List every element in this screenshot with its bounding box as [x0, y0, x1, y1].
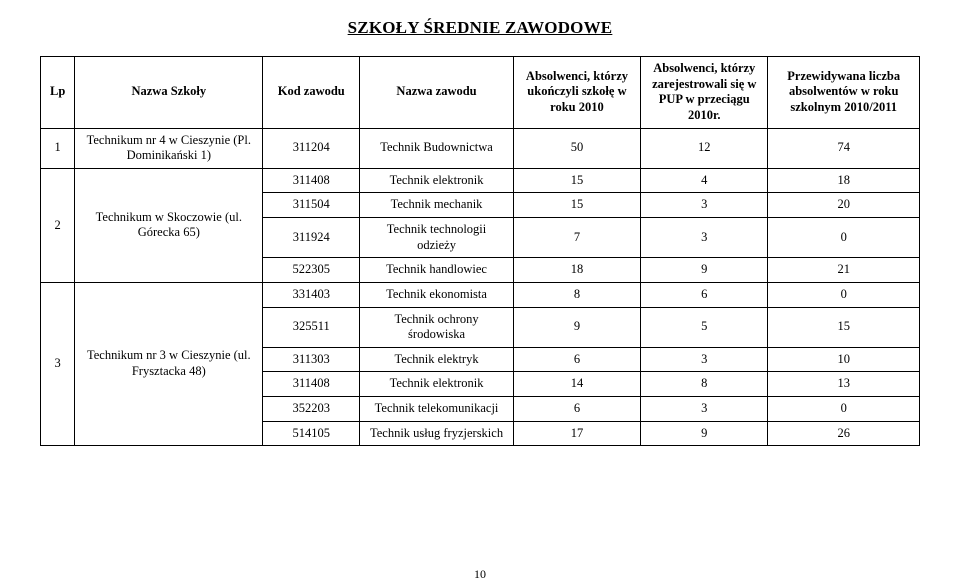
cell-code: 325511: [263, 307, 360, 347]
cell-b: 8: [641, 372, 768, 397]
th-jobname: Nazwa zawodu: [360, 57, 514, 129]
cell-a: 14: [513, 372, 640, 397]
cell-lp: 3: [41, 282, 75, 445]
cell-a: 17: [513, 421, 640, 446]
table-row: 1Technikum nr 4 w Cieszynie (Pl. Dominik…: [41, 128, 920, 168]
cell-jobname: Technik elektronik: [360, 372, 514, 397]
cell-b: 12: [641, 128, 768, 168]
cell-jobname: Technik technologii odzieży: [360, 218, 514, 258]
cell-b: 9: [641, 421, 768, 446]
cell-code: 311924: [263, 218, 360, 258]
cell-jobname: Technik ochrony środowiska: [360, 307, 514, 347]
cell-c: 10: [768, 347, 920, 372]
cell-c: 21: [768, 258, 920, 283]
cell-b: 3: [641, 193, 768, 218]
cell-b: 9: [641, 258, 768, 283]
cell-b: 3: [641, 397, 768, 422]
cell-code: 311408: [263, 168, 360, 193]
cell-c: 15: [768, 307, 920, 347]
cell-school: Technikum nr 4 w Cieszynie (Pl. Dominika…: [75, 128, 263, 168]
table-row: 3Technikum nr 3 w Cieszynie (ul. Fryszta…: [41, 282, 920, 307]
th-colC: Przewidywana liczba absolwentów w roku s…: [768, 57, 920, 129]
cell-c: 26: [768, 421, 920, 446]
cell-c: 0: [768, 218, 920, 258]
cell-a: 9: [513, 307, 640, 347]
cell-code: 514105: [263, 421, 360, 446]
cell-b: 4: [641, 168, 768, 193]
page-title: SZKOŁY ŚREDNIE ZAWODOWE: [40, 18, 920, 38]
cell-jobname: Technik mechanik: [360, 193, 514, 218]
cell-a: 6: [513, 397, 640, 422]
cell-code: 522305: [263, 258, 360, 283]
cell-school: Technikum nr 3 w Cieszynie (ul. Frysztac…: [75, 282, 263, 445]
th-school: Nazwa Szkoły: [75, 57, 263, 129]
cell-jobname: Technik usług fryzjerskich: [360, 421, 514, 446]
cell-b: 5: [641, 307, 768, 347]
th-colA: Absolwenci, którzy ukończyli szkołę w ro…: [513, 57, 640, 129]
cell-c: 74: [768, 128, 920, 168]
cell-code: 331403: [263, 282, 360, 307]
cell-jobname: Technik handlowiec: [360, 258, 514, 283]
cell-school: Technikum w Skoczowie (ul. Górecka 65): [75, 168, 263, 282]
cell-a: 15: [513, 168, 640, 193]
th-code: Kod zawodu: [263, 57, 360, 129]
table-header-row: Lp Nazwa Szkoły Kod zawodu Nazwa zawodu …: [41, 57, 920, 129]
cell-c: 0: [768, 397, 920, 422]
cell-jobname: Technik Budownictwa: [360, 128, 514, 168]
cell-lp: 1: [41, 128, 75, 168]
cell-code: 311504: [263, 193, 360, 218]
cell-b: 3: [641, 218, 768, 258]
table-row: 2Technikum w Skoczowie (ul. Górecka 65)3…: [41, 168, 920, 193]
cell-a: 18: [513, 258, 640, 283]
th-colB: Absolwenci, którzy zarejestrowali się w …: [641, 57, 768, 129]
cell-a: 7: [513, 218, 640, 258]
cell-b: 6: [641, 282, 768, 307]
cell-c: 20: [768, 193, 920, 218]
th-lp: Lp: [41, 57, 75, 129]
data-table: Lp Nazwa Szkoły Kod zawodu Nazwa zawodu …: [40, 56, 920, 446]
cell-a: 15: [513, 193, 640, 218]
cell-code: 311204: [263, 128, 360, 168]
cell-jobname: Technik elektryk: [360, 347, 514, 372]
page-number: 10: [0, 567, 960, 582]
cell-code: 311408: [263, 372, 360, 397]
cell-a: 8: [513, 282, 640, 307]
cell-b: 3: [641, 347, 768, 372]
cell-jobname: Technik ekonomista: [360, 282, 514, 307]
cell-code: 311303: [263, 347, 360, 372]
cell-c: 0: [768, 282, 920, 307]
cell-jobname: Technik telekomunikacji: [360, 397, 514, 422]
cell-c: 13: [768, 372, 920, 397]
cell-code: 352203: [263, 397, 360, 422]
cell-c: 18: [768, 168, 920, 193]
cell-jobname: Technik elektronik: [360, 168, 514, 193]
cell-lp: 2: [41, 168, 75, 282]
cell-a: 6: [513, 347, 640, 372]
cell-a: 50: [513, 128, 640, 168]
